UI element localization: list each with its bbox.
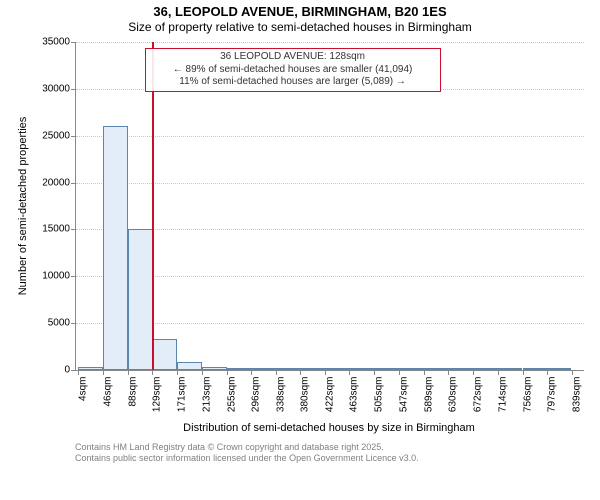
- histogram-bar: [276, 368, 301, 370]
- histogram-bar: [78, 367, 103, 370]
- xtick-mark: [374, 370, 375, 375]
- histogram-bar: [251, 368, 276, 370]
- attribution-footer: Contains HM Land Registry data © Crown c…: [75, 442, 419, 465]
- histogram-bar: [227, 368, 252, 370]
- xtick-mark: [128, 370, 129, 375]
- xtick-label: 338sqm: [273, 377, 286, 413]
- xtick-label: 756sqm: [520, 377, 533, 413]
- histogram-bar: [547, 368, 572, 370]
- ytick-label: 15000: [42, 224, 76, 235]
- histogram-bar: [177, 362, 202, 370]
- histogram-bar: [424, 368, 449, 370]
- ytick-label: 5000: [48, 318, 76, 329]
- histogram-bar: [300, 368, 325, 370]
- ytick-label: 30000: [42, 83, 76, 94]
- chart-subtitle: Size of property relative to semi-detach…: [0, 20, 600, 34]
- xtick-mark: [349, 370, 350, 375]
- xtick-label: 46sqm: [101, 377, 114, 407]
- xtick-mark: [202, 370, 203, 375]
- xtick-mark: [424, 370, 425, 375]
- histogram-bar: [498, 368, 523, 370]
- xtick-mark: [448, 370, 449, 375]
- footer-line: Contains public sector information licen…: [75, 453, 419, 464]
- xtick-label: 630sqm: [446, 377, 459, 413]
- callout-line: ← 89% of semi-detached houses are smalle…: [152, 64, 434, 77]
- histogram-bar: [325, 368, 350, 370]
- xtick-mark: [103, 370, 104, 375]
- ytick-label: 20000: [42, 177, 76, 188]
- chart-title: 36, LEOPOLD AVENUE, BIRMINGHAM, B20 1ES: [0, 0, 600, 20]
- xtick-mark: [152, 370, 153, 375]
- y-axis-label: Number of semi-detached properties: [17, 117, 29, 296]
- histogram-bar: [448, 368, 473, 370]
- xtick-label: 714sqm: [495, 377, 508, 413]
- xtick-label: 839sqm: [569, 377, 582, 413]
- histogram-bar: [349, 368, 374, 370]
- ytick-label: 10000: [42, 271, 76, 282]
- xtick-mark: [498, 370, 499, 375]
- xtick-mark: [523, 370, 524, 375]
- histogram-bar: [152, 339, 177, 370]
- callout-box: 36 LEOPOLD AVENUE: 128sqm← 89% of semi-d…: [145, 48, 441, 92]
- plot-area: 050001000015000200002500030000350004sqm4…: [75, 42, 584, 371]
- xtick-label: 422sqm: [323, 377, 336, 413]
- ytick-label: 25000: [42, 130, 76, 141]
- xtick-label: 797sqm: [544, 377, 557, 413]
- callout-line: 36 LEOPOLD AVENUE: 128sqm: [152, 51, 434, 64]
- xtick-mark: [227, 370, 228, 375]
- ytick-label: 35000: [42, 37, 76, 48]
- xtick-mark: [300, 370, 301, 375]
- xtick-label: 380sqm: [298, 377, 311, 413]
- ytick-label: 0: [64, 365, 76, 376]
- xtick-label: 296sqm: [248, 377, 261, 413]
- histogram-bar: [103, 126, 128, 370]
- histogram-bar: [202, 367, 227, 370]
- xtick-mark: [325, 370, 326, 375]
- xtick-mark: [78, 370, 79, 375]
- xtick-label: 547sqm: [397, 377, 410, 413]
- callout-line: 11% of semi-detached houses are larger (…: [152, 76, 434, 89]
- xtick-mark: [177, 370, 178, 375]
- xtick-label: 88sqm: [125, 377, 138, 407]
- footer-line: Contains HM Land Registry data © Crown c…: [75, 442, 419, 453]
- xtick-label: 213sqm: [199, 377, 212, 413]
- xtick-mark: [473, 370, 474, 375]
- xtick-label: 171sqm: [175, 377, 188, 413]
- xtick-label: 255sqm: [224, 377, 237, 413]
- xtick-label: 672sqm: [470, 377, 483, 413]
- histogram-bar: [523, 368, 548, 370]
- xtick-mark: [276, 370, 277, 375]
- xtick-label: 505sqm: [372, 377, 385, 413]
- xtick-mark: [547, 370, 548, 375]
- histogram-bar: [374, 368, 399, 370]
- xtick-label: 129sqm: [150, 377, 163, 413]
- histogram-bar: [473, 368, 498, 370]
- x-axis-label: Distribution of semi-detached houses by …: [183, 422, 475, 434]
- xtick-label: 463sqm: [347, 377, 360, 413]
- histogram-bar: [128, 229, 153, 370]
- xtick-label: 589sqm: [421, 377, 434, 413]
- histogram-bar: [399, 368, 424, 370]
- xtick-label: 4sqm: [76, 377, 89, 401]
- xtick-mark: [251, 370, 252, 375]
- xtick-mark: [572, 370, 573, 375]
- xtick-mark: [399, 370, 400, 375]
